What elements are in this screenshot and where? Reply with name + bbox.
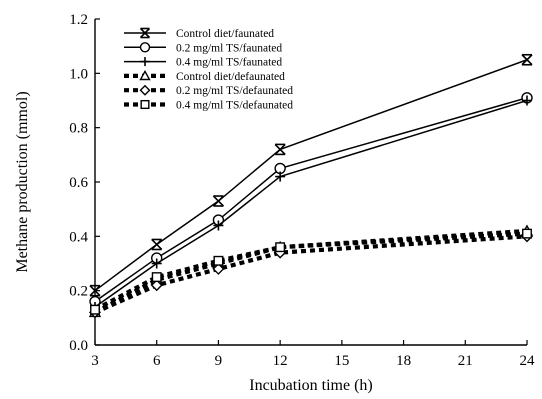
legend-item: Control diet/defaunated [124,69,285,83]
series-layer [88,53,534,319]
y-tick-label: 1.0 [69,66,88,82]
y-tick-label: 0.0 [69,338,88,354]
data-point-asterisk [151,238,163,251]
y-tick-label: 1.2 [69,12,88,28]
legend: Control diet/faunated 0.2 mg/ml TS/faunat… [124,27,293,112]
series-1 [89,53,533,297]
data-point-square [522,228,532,239]
data-point-asterisk [212,195,224,207]
data-point-square [90,304,100,315]
data-point-plus [522,95,532,106]
data-point-plus [151,258,162,269]
x-axis-title: Incubation time (h) [249,377,373,394]
data-point-square [151,272,162,283]
legend-label: 0.4 mg/ml TS/faunated [176,57,282,69]
legend-marker-square [140,99,150,110]
legend-item: Control diet/faunated [124,27,274,40]
data-point-plus [213,220,224,231]
x-tick-label: 15 [334,353,349,369]
legend-item: 0.4 mg/ml TS/faunated [124,57,282,69]
legend-marker-triangle [139,69,151,81]
y-tick-label: 0.4 [69,229,88,245]
data-point-diamond [212,262,225,275]
data-point-asterisk [274,143,286,156]
x-tick-label: 3 [91,353,99,369]
axes [94,19,527,346]
series-6 [90,228,532,315]
legend-label: Control diet/defaunated [176,71,285,83]
x-tick-label: 12 [273,353,288,369]
legend-label: 0.2 mg/ml TS/defaunated [176,85,293,97]
series-line [94,97,528,303]
legend-marker-diamond [139,84,151,96]
x-tick-label: 24 [520,353,536,369]
y-tick-label: 0.8 [69,121,88,137]
y-axis-title: Methane production (mmol) [14,91,31,272]
legend-label: 0.4 mg/ml TS/defaunated [176,100,293,112]
data-point-asterisk [521,53,533,66]
data-point-asterisk [89,284,101,297]
data-point-square [213,255,224,266]
data-point-plus [275,171,286,182]
legend-item: 0.2 mg/ml TS/faunated [124,42,282,54]
legend-item: 0.4 mg/ml TS/defaunated [124,100,293,112]
legend-item: 0.2 mg/ml TS/defaunated [124,84,293,97]
y-tick-label: 0.2 [69,284,88,300]
series-2 [89,92,533,308]
data-point-square [275,242,286,253]
legend-label: Control diet/faunated [176,28,274,40]
series-line [94,231,528,312]
legend-label: 0.2 mg/ml TS/faunated [176,42,282,54]
legend-marker-plus [140,57,150,67]
x-tick-label: 18 [396,353,411,369]
x-tick-label: 21 [458,353,473,369]
data-point-diamond [150,279,163,292]
x-tick-label: 6 [153,353,161,369]
legend-marker-circle [139,42,151,53]
y-ticks: 0.0 0.2 0.4 0.6 0.8 1.0 1.2 [69,12,100,354]
x-ticks: 3 6 9 12 15 18 21 24 [91,340,535,369]
legend-marker-asterisk [139,27,151,39]
y-tick-label: 0.6 [69,175,88,191]
x-tick-label: 9 [215,353,223,369]
